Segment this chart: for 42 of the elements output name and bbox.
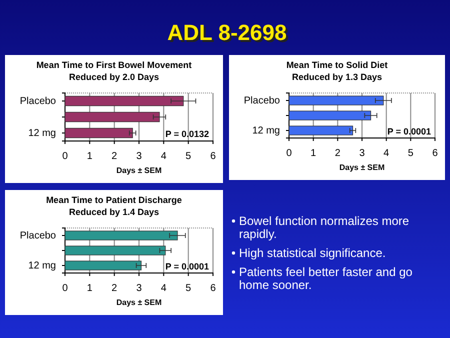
x-tick-label: 2 — [112, 283, 118, 294]
x-axis-title: Days ± SEM — [116, 298, 162, 307]
x-tick-label: 1 — [310, 148, 317, 160]
text: Patients feel better faster and go home sooner. — [239, 265, 413, 292]
x-tick-label: 6 — [210, 151, 216, 162]
bar — [64, 128, 133, 138]
x-tick-label: 0 — [62, 283, 68, 294]
text: High statistical significance. — [239, 246, 386, 260]
x-tick-label: 2 — [112, 151, 118, 162]
y-tick-label: Placebo — [244, 96, 280, 107]
x-tick-label: 2 — [334, 148, 341, 160]
x-tick-label: 4 — [160, 283, 167, 294]
x-tick-label: 5 — [186, 151, 192, 162]
y-tick-label: Placebo — [20, 230, 56, 242]
x-tick-label: 5 — [408, 148, 414, 160]
bar — [288, 126, 354, 136]
x-tick-label: 0 — [286, 148, 292, 160]
y-tick-label: 12 mg — [252, 126, 280, 137]
annotation: P = 0.0001 — [165, 262, 209, 272]
x-tick-label: 1 — [86, 283, 93, 294]
chart-title: Mean Time to Patient Discharge Reduced by 1.4 Days — [46, 195, 182, 217]
y-tick-label: 12 mg — [28, 128, 56, 140]
x-axis-title: Days ± SEM — [339, 163, 385, 172]
x-tick-label: 6 — [210, 283, 216, 294]
annotation: P = 0.0001 — [387, 126, 431, 136]
x-tick-label: 3 — [136, 151, 142, 162]
x-tick-label: 1 — [86, 151, 93, 162]
x-tick-label: 4 — [160, 151, 167, 162]
x-axis-title: Days ± SEM — [116, 166, 162, 175]
annotation: P = 0.0132 — [165, 129, 209, 139]
x-tick-label: 6 — [432, 148, 438, 160]
text: ADL 8-2698 — [169, 22, 289, 47]
x-tick-label: 5 — [186, 283, 192, 294]
text: Bowel function normalizes more rapidly. — [239, 214, 410, 241]
x-tick-label: 3 — [136, 283, 142, 294]
y-tick-label: Placebo — [20, 96, 56, 108]
chart-title: Mean Time to Solid Diet Reduced by 1.3 Days — [286, 60, 388, 82]
x-tick-label: 3 — [359, 148, 366, 160]
chart-title: Mean Time to First Bowel Movement Reduced by 2.0 Days — [36, 60, 192, 82]
x-tick-label: 4 — [384, 148, 390, 160]
y-tick-label: 12 mg — [28, 260, 56, 272]
x-tick-label: 0 — [62, 151, 68, 162]
